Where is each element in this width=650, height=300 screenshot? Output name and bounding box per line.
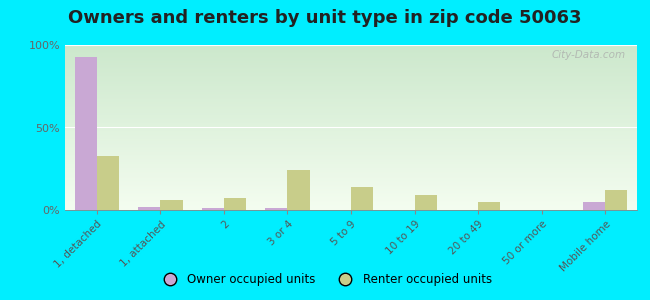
Bar — [415, 195, 437, 210]
Bar — [478, 202, 500, 210]
Bar — [75, 56, 97, 210]
Bar — [202, 208, 224, 210]
Bar — [138, 207, 161, 210]
Text: City-Data.com: City-Data.com — [551, 50, 625, 60]
Bar — [351, 187, 373, 210]
Text: Owners and renters by unit type in zip code 50063: Owners and renters by unit type in zip c… — [68, 9, 582, 27]
Bar — [265, 208, 287, 210]
Bar — [583, 202, 605, 210]
Bar — [287, 170, 309, 210]
Bar — [161, 200, 183, 210]
Bar — [97, 155, 119, 210]
Bar — [224, 199, 246, 210]
Legend: Owner occupied units, Renter occupied units: Owner occupied units, Renter occupied un… — [153, 269, 497, 291]
Bar — [605, 190, 627, 210]
